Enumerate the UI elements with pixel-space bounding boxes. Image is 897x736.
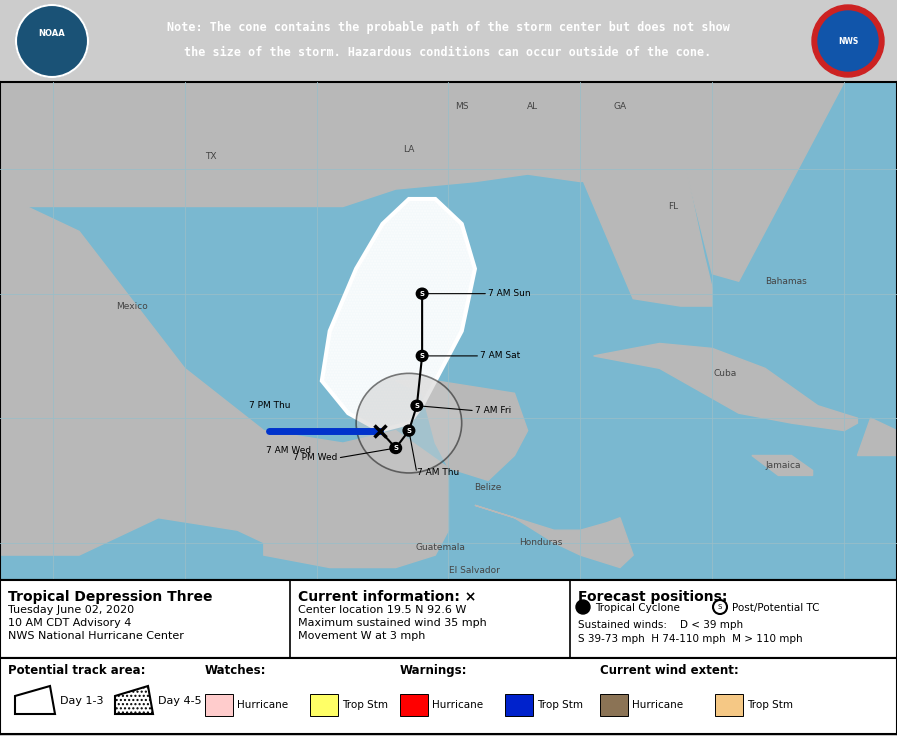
Text: TX: TX [205,152,217,161]
Text: Movement W at 3 mph: Movement W at 3 mph [298,631,425,641]
Polygon shape [594,344,858,431]
Text: Warnings:: Warnings: [400,664,467,677]
Text: Trop Stm: Trop Stm [537,700,583,710]
Circle shape [403,425,414,436]
Circle shape [390,442,402,453]
Text: Current wind extent:: Current wind extent: [600,664,739,677]
Text: GA: GA [614,102,626,111]
Polygon shape [858,418,897,456]
Text: AL: AL [527,102,538,111]
Text: S: S [393,445,398,451]
Text: Hurricane: Hurricane [237,700,288,710]
Text: the size of the storm. Hazardous conditions can occur outside of the cone.: the size of the storm. Hazardous conditi… [185,46,711,58]
Text: Tropical Depression Three: Tropical Depression Three [8,590,213,604]
Text: Trop Stm: Trop Stm [342,700,388,710]
Text: Forecast positions:: Forecast positions: [578,590,727,604]
Text: Hurricane: Hurricane [432,700,483,710]
Text: Tuesday June 02, 2020: Tuesday June 02, 2020 [8,605,135,615]
Text: Bahamas: Bahamas [765,277,807,286]
Text: 7 AM Thu: 7 AM Thu [417,468,459,478]
Text: 7 PM Thu: 7 PM Thu [248,401,291,410]
Bar [400,694,428,716]
Text: S: S [406,428,412,434]
Circle shape [416,350,428,361]
Text: Belize: Belize [475,484,501,492]
Text: FL: FL [667,202,678,211]
Text: Honduras: Honduras [519,538,562,547]
Text: NOAA: NOAA [39,29,65,38]
Text: S: S [718,604,722,610]
Circle shape [416,289,428,299]
Bar [505,694,533,716]
Polygon shape [0,194,448,567]
Text: Current information: ×: Current information: × [298,590,476,604]
Text: Watches:: Watches: [205,664,266,677]
Circle shape [576,600,590,614]
Bar [600,694,628,716]
Text: LA: LA [404,145,414,154]
Text: 10 AM CDT Advisory 4: 10 AM CDT Advisory 4 [8,618,131,628]
Polygon shape [0,82,897,281]
Text: NWS: NWS [838,37,858,46]
Text: NWS National Hurricane Center: NWS National Hurricane Center [8,631,184,641]
Text: 7 AM Fri: 7 AM Fri [475,406,511,415]
Circle shape [16,5,88,77]
Polygon shape [322,199,475,431]
Text: S: S [420,353,424,359]
Text: Potential track area:: Potential track area: [8,664,145,677]
Text: Guatemala: Guatemala [415,543,466,552]
Polygon shape [396,381,527,481]
Text: Cuba: Cuba [714,369,737,378]
Text: S: S [420,291,424,297]
Text: S 39-73 mph  H 74-110 mph  M > 110 mph: S 39-73 mph H 74-110 mph M > 110 mph [578,634,803,644]
Bar [715,694,743,716]
Text: Note: The cone contains the probable path of the storm center but does not show: Note: The cone contains the probable pat… [167,21,729,34]
Text: Post/Potential TC: Post/Potential TC [732,603,820,613]
Bar [205,694,233,716]
Polygon shape [515,149,712,306]
Text: Hurricane: Hurricane [632,700,684,710]
Text: El Salvador: El Salvador [449,565,501,575]
Text: Sustained winds:    D < 39 mph: Sustained winds: D < 39 mph [578,620,743,630]
Polygon shape [752,456,813,475]
Text: Jamaica: Jamaica [766,461,801,470]
Polygon shape [322,199,475,431]
Text: S: S [580,604,586,610]
Polygon shape [115,686,153,714]
Text: S: S [414,403,419,408]
Bar [310,694,338,716]
Text: Mexico: Mexico [116,302,148,311]
Circle shape [411,400,422,411]
Circle shape [812,5,884,77]
Text: 7 AM Sun: 7 AM Sun [488,289,531,298]
Text: MS: MS [455,102,468,111]
Text: Center location 19.5 N 92.6 W: Center location 19.5 N 92.6 W [298,605,466,615]
Text: 7 AM Sat: 7 AM Sat [480,351,520,361]
Text: Trop Stm: Trop Stm [747,700,793,710]
Text: Day 4-5: Day 4-5 [158,696,202,706]
Text: Day 1-3: Day 1-3 [60,696,103,706]
Polygon shape [475,506,633,567]
Circle shape [818,11,878,71]
Circle shape [356,373,462,473]
Text: 7 AM Wed: 7 AM Wed [266,445,311,455]
Text: Maximum sustained wind 35 mph: Maximum sustained wind 35 mph [298,618,487,628]
Text: Tropical Cyclone: Tropical Cyclone [595,603,680,613]
Text: 7 PM Wed: 7 PM Wed [293,453,337,462]
